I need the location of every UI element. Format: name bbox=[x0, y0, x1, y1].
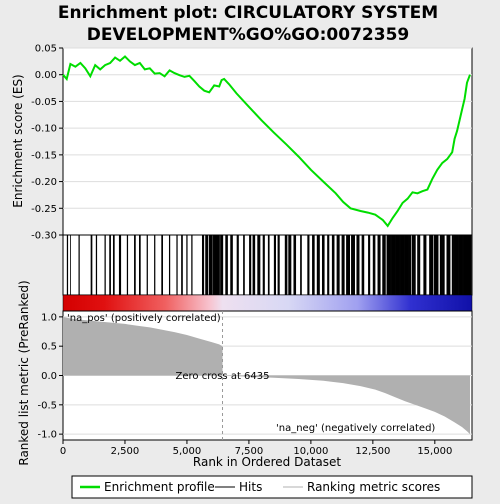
legend-label: Enrichment profile bbox=[104, 480, 215, 494]
x-tick-label: 12,500 bbox=[355, 446, 390, 457]
es-tick-label: -0.05 bbox=[31, 97, 57, 108]
es-axis-title: Enrichment score (ES) bbox=[11, 74, 25, 207]
metric-tick-label: 1.0 bbox=[41, 312, 57, 323]
metric-tick-label: 0.5 bbox=[41, 342, 57, 353]
metric-tick-label: -1.0 bbox=[37, 430, 57, 441]
chart-title-line-2: DEVELOPMENT%GO%GO:0072359 bbox=[87, 25, 409, 45]
positive-correlation-label: 'na_pos' (positively correlated) bbox=[67, 313, 221, 324]
es-tick-label: -0.30 bbox=[31, 231, 57, 242]
zero-cross-label: Zero cross at 6435 bbox=[176, 371, 270, 382]
ranking-metric-area bbox=[63, 316, 470, 435]
enrichment-profile-line bbox=[62, 55, 471, 228]
negative-correlation-label: 'na_neg' (negatively correlated) bbox=[276, 423, 435, 434]
x-tick-label: 15,000 bbox=[417, 446, 452, 457]
rank-color-strip bbox=[62, 294, 473, 312]
x-tick-label: 10,000 bbox=[293, 446, 328, 457]
chart-title-line-1: Enrichment plot: CIRCULATORY SYSTEM bbox=[58, 3, 438, 23]
legend bbox=[71, 475, 473, 499]
legend-label: Ranking metric scores bbox=[307, 480, 440, 494]
es-tick-label: 0.05 bbox=[35, 44, 57, 55]
metric-tick-label: 0.0 bbox=[41, 371, 57, 382]
x-axis-title: Rank in Ordered Dataset bbox=[193, 455, 341, 469]
x-tick-label: 7,500 bbox=[235, 446, 264, 457]
x-tick-label: 2,500 bbox=[111, 446, 140, 457]
x-tick-label: 0 bbox=[60, 446, 66, 457]
metric-tick-label: -0.5 bbox=[37, 400, 57, 411]
es-tick-label: -0.25 bbox=[31, 204, 57, 215]
es-tick-label: 0.00 bbox=[35, 70, 57, 81]
legend-label: Hits bbox=[239, 480, 262, 494]
es-tick-label: -0.15 bbox=[31, 150, 57, 161]
es-tick-label: -0.20 bbox=[31, 177, 57, 188]
x-tick-label: 5,000 bbox=[173, 446, 202, 457]
metric-axis-title: Ranked list metric (PreRanked) bbox=[17, 280, 31, 465]
es-panel bbox=[62, 47, 473, 236]
es-tick-label: -0.10 bbox=[31, 124, 57, 135]
